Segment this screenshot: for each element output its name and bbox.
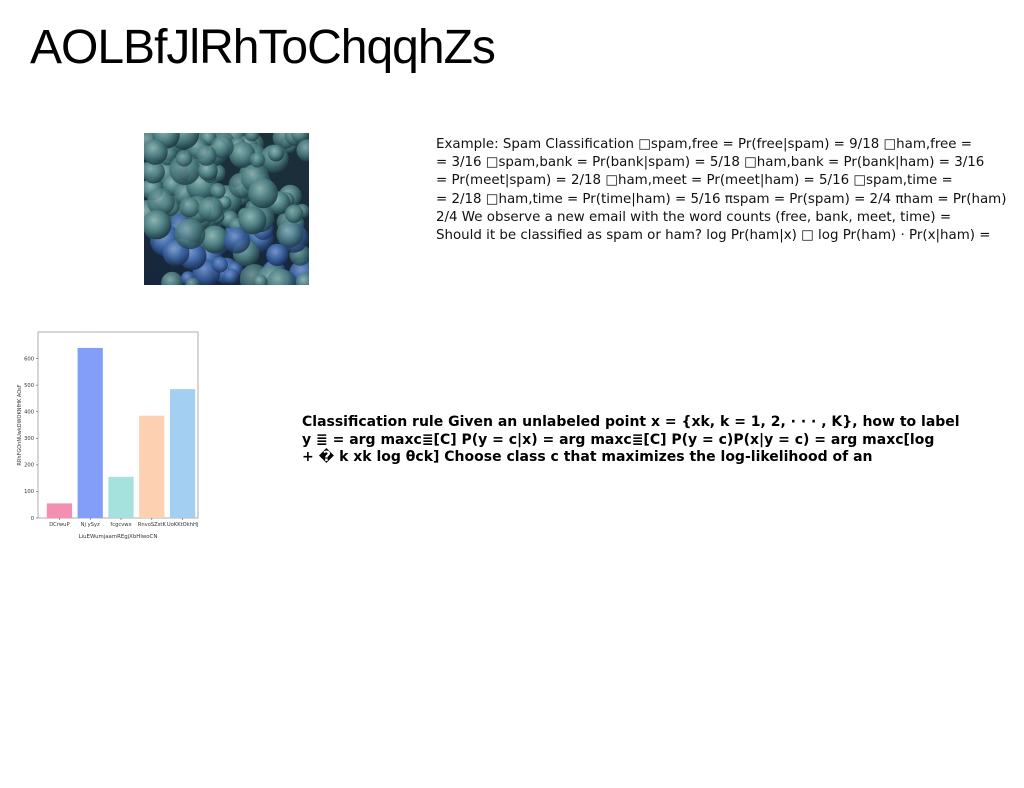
x-tick-label: UoKKtOkhHj [167, 522, 199, 528]
x-tick-label: fcgcvwx [110, 522, 131, 528]
y-tick-label: 0 [31, 516, 34, 522]
text-line: Classification rule Given an unlabeled p… [302, 414, 960, 430]
x-tick-label: DCrwuP [49, 522, 69, 528]
bar [169, 389, 196, 518]
y-tick-label: 400 [24, 410, 34, 416]
bar-chart: RRhFGOnNUwkDWOKNfHK AOsF LiuEWumjaamREgj… [17, 331, 199, 540]
y-axis-label: RRhFGOnNUwkDWOKNfHK AOsF [17, 384, 23, 465]
y-tick-label: 200 [24, 463, 34, 469]
text-line: = 2/18 □ham,time = Pr(time|ham) = 5/16 π… [436, 191, 1007, 207]
bar [108, 476, 134, 518]
text-line: y ≣ = arg maxc≣[C] P(y = c|x) = arg maxc… [302, 431, 935, 448]
text-line: Example: Spam Classification □spam,free … [436, 137, 973, 152]
text-line: = Pr(meet|spam) = 2/18 □ham,meet = Pr(me… [436, 173, 953, 189]
classification-rule-text: Classification rule Given an unlabeled p… [302, 414, 962, 467]
x-tick-label: RnvoSZstK [138, 522, 167, 528]
y-tick-label: 300 [24, 436, 34, 442]
text-line: + � k xk log θck] Choose class c that ma… [302, 449, 873, 465]
text-line: 2/4 We observe a new email with the word… [436, 209, 952, 225]
y-tick-label: 500 [24, 383, 34, 389]
y-tick-label: 600 [24, 356, 34, 362]
y-tick-label: 100 [24, 489, 34, 495]
bar [77, 347, 103, 518]
bar [46, 503, 73, 518]
text-line: Should it be classified as spam or ham? … [436, 228, 991, 244]
forest-canopy-photo [144, 133, 309, 285]
spam-example-text: Example: Spam Classification □spam,free … [436, 136, 1024, 245]
x-axis-label: LiuEWumjaamREgjXbHlwoCN [79, 534, 158, 540]
x-tick-label: Nj ySyz [81, 522, 100, 528]
text-line: = 3/16 □spam,bank = Pr(bank|spam) = 5/18… [436, 155, 985, 171]
bar [139, 415, 165, 518]
page-title: AOLBfJlRhToChqqhZs [30, 21, 496, 74]
